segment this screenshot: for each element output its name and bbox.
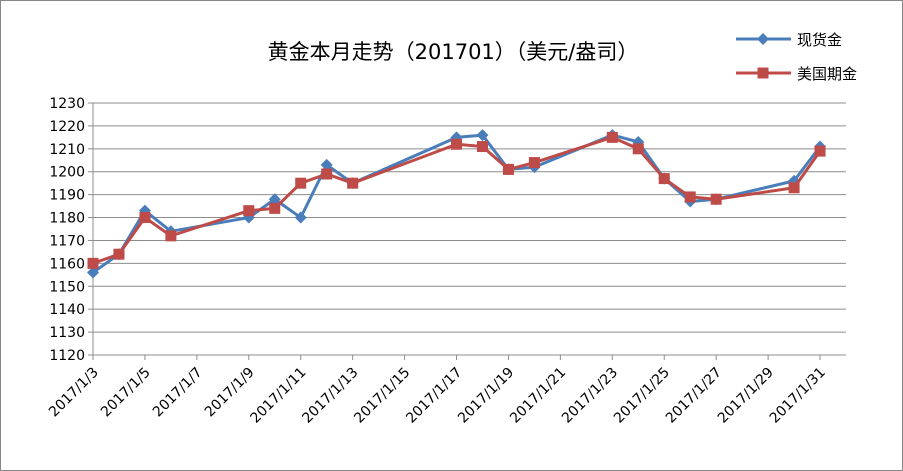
y-tick-label: 1130: [49, 325, 85, 341]
data-point: [268, 193, 281, 206]
data-point: [451, 138, 463, 150]
legend-label: 美国期金: [797, 65, 857, 83]
data-point: [528, 157, 540, 169]
data-point: [139, 212, 151, 224]
data-point: [788, 182, 800, 194]
data-point: [294, 211, 307, 224]
data-point: [269, 202, 281, 214]
x-tick-label: 2017/1/3: [46, 365, 102, 421]
chart-title: 黄金本月走势（201701）（美元/盎司）: [268, 40, 639, 64]
y-tick-label: 1180: [49, 211, 85, 227]
y-tick-label: 1190: [49, 188, 85, 204]
data-point: [321, 168, 333, 180]
data-point: [87, 266, 99, 279]
data-point: [295, 177, 307, 189]
y-tick-label: 1160: [49, 256, 85, 272]
y-tick-label: 1150: [49, 279, 85, 295]
series-2: [87, 131, 826, 269]
y-tick-label: 1140: [49, 302, 85, 318]
x-tick-label: 2017/1/9: [202, 365, 258, 421]
data-point: [320, 158, 333, 171]
data-point: [347, 177, 359, 189]
data-point: [606, 131, 618, 143]
y-tick-label: 1200: [49, 165, 85, 181]
data-point: [87, 257, 99, 269]
gridlines: [93, 102, 846, 356]
x-tick-label: 2017/1/31: [767, 365, 829, 427]
series-group: [87, 129, 827, 279]
data-point: [113, 248, 125, 260]
y-tick-label: 1170: [49, 233, 85, 249]
legend-label: 现货金: [797, 31, 842, 49]
data-point: [658, 173, 670, 185]
x-tick-label: 2017/1/5: [98, 365, 154, 421]
legend-marker: [757, 33, 769, 45]
x-axis-ticks: 2017/1/32017/1/52017/1/72017/1/92017/1/1…: [46, 355, 829, 427]
y-tick-label: 1220: [49, 119, 85, 135]
legend-marker: [757, 67, 769, 79]
data-point: [502, 163, 514, 175]
y-tick-label: 1120: [49, 348, 85, 364]
data-point: [814, 145, 826, 157]
axes: [92, 103, 846, 356]
data-point: [476, 141, 488, 153]
y-tick-label: 1230: [49, 96, 85, 112]
data-point: [476, 129, 489, 142]
y-axis-ticks: 1120 1130 1140 1150 1160 1170 1180 1190 1200 1210…: [49, 96, 93, 364]
data-point: [710, 193, 722, 205]
data-point: [684, 191, 696, 203]
data-point: [632, 143, 644, 155]
data-point: [243, 205, 255, 217]
x-tick-label: 2017/1/7: [150, 365, 206, 421]
y-tick-label: 1210: [49, 142, 85, 158]
data-point: [165, 230, 177, 242]
